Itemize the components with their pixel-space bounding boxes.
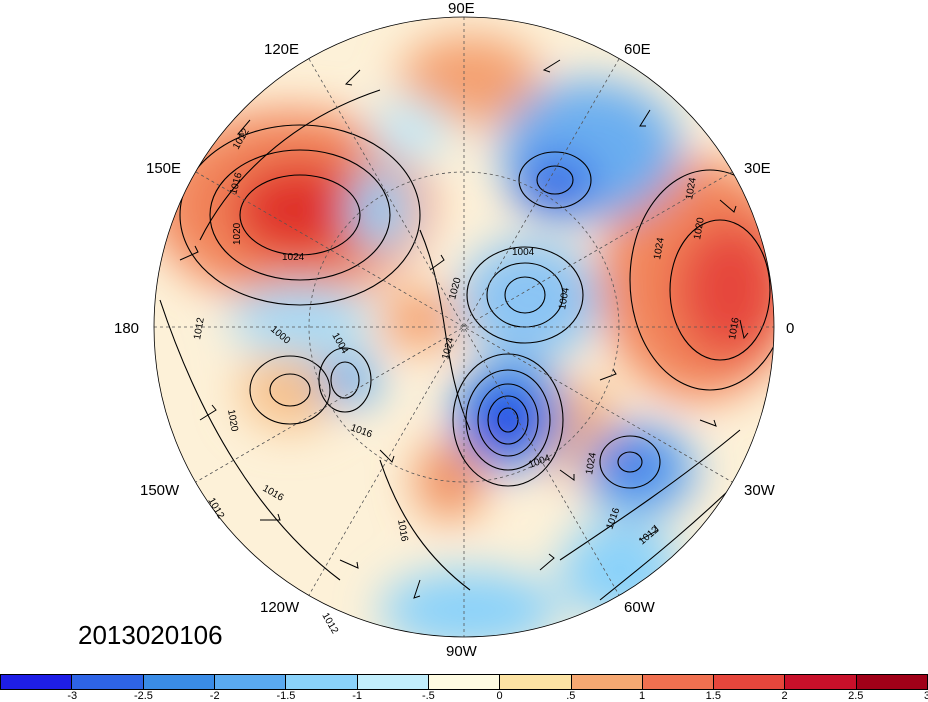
lon-label-120e: 120E <box>264 41 300 58</box>
lon-label-90e: 90E <box>448 0 475 17</box>
colorbar-tick-label: -3 <box>67 690 78 702</box>
colorbar-swatches <box>0 674 928 690</box>
lon-label-0: 0 <box>786 320 795 337</box>
contour-label: 1024 <box>282 252 305 263</box>
contour-label: 1012 <box>319 611 340 636</box>
lon-label-150e: 150E <box>146 160 182 177</box>
colorbar-tick-label: -.5 <box>421 690 435 702</box>
lon-label-60w: 60W <box>624 599 655 616</box>
lon-label-30e: 30E <box>744 160 771 177</box>
colorbar-tick-label: .5 <box>566 690 576 702</box>
wind-barbs <box>179 59 749 599</box>
contour-label: 1016 <box>727 316 742 340</box>
colorbar-tick-label: 2.5 <box>848 690 864 702</box>
contour-label: 1020 <box>225 409 240 433</box>
anomaly-shading <box>154 35 774 637</box>
lon-label-150w: 150W <box>140 482 180 499</box>
pressure-contours <box>159 89 774 601</box>
colorbar-tick-label: 1.5 <box>705 690 721 702</box>
map-disk-border <box>153 16 775 638</box>
colorbar-tick-label: -1.5 <box>276 690 296 702</box>
colorbar-swatch <box>1 675 73 689</box>
colorbar-swatch <box>357 675 429 689</box>
colorbar-swatch <box>286 675 358 689</box>
contour-label: 1012 <box>192 316 207 340</box>
colorbar-labels: -3 -2.5 -2 -1.5 -1 -.5 0 .5 1 1.5 2 2.5 3 <box>0 690 928 702</box>
colorbar-tick-label: -2 <box>209 690 220 702</box>
colorbar-swatch <box>571 675 643 689</box>
colorbar-tick-label: 0 <box>496 690 503 702</box>
colorbar-swatch <box>642 675 715 689</box>
colorbar-tick-label: -2.5 <box>133 690 153 702</box>
colorbar-tick-label: -1 <box>352 690 363 702</box>
colorbar-swatch <box>856 675 928 689</box>
graticule <box>154 17 774 637</box>
colorbar: -3 -2.5 -2 -1.5 -1 -.5 0 .5 1 1.5 2 2.5 3 <box>0 674 928 702</box>
contour-label: 1024 <box>652 236 667 260</box>
contour-label: 1024 <box>684 176 699 200</box>
lon-label-180: 180 <box>114 320 140 337</box>
date-stamp: 2013020106 <box>78 620 223 650</box>
contour-label: 1016 <box>395 519 410 543</box>
contour-label: 1004 <box>557 286 572 310</box>
colorbar-tick-label: 3 <box>923 690 928 702</box>
colorbar-swatch <box>143 675 215 689</box>
colorbar-tick-label: 1 <box>639 690 646 702</box>
contour-label: 1020 <box>232 222 243 245</box>
colorbar-swatch <box>785 675 857 689</box>
lon-label-90w: 90W <box>446 643 477 660</box>
colorbar-tick-label: 2 <box>781 690 788 702</box>
map-disk <box>154 17 774 637</box>
contour-label: 1020 <box>692 216 707 240</box>
colorbar-swatch <box>428 675 501 689</box>
colorbar-swatch <box>214 675 287 689</box>
contour-label: 1004 <box>512 247 535 258</box>
colorbar-swatch <box>714 675 786 689</box>
colorbar-swatch <box>500 675 572 689</box>
contour-label: 1024 <box>584 451 599 475</box>
lon-label-30w: 30W <box>744 482 775 499</box>
lon-label-120w: 120W <box>260 599 300 616</box>
colorbar-swatch <box>72 675 144 689</box>
lon-label-60e: 60E <box>624 41 651 58</box>
